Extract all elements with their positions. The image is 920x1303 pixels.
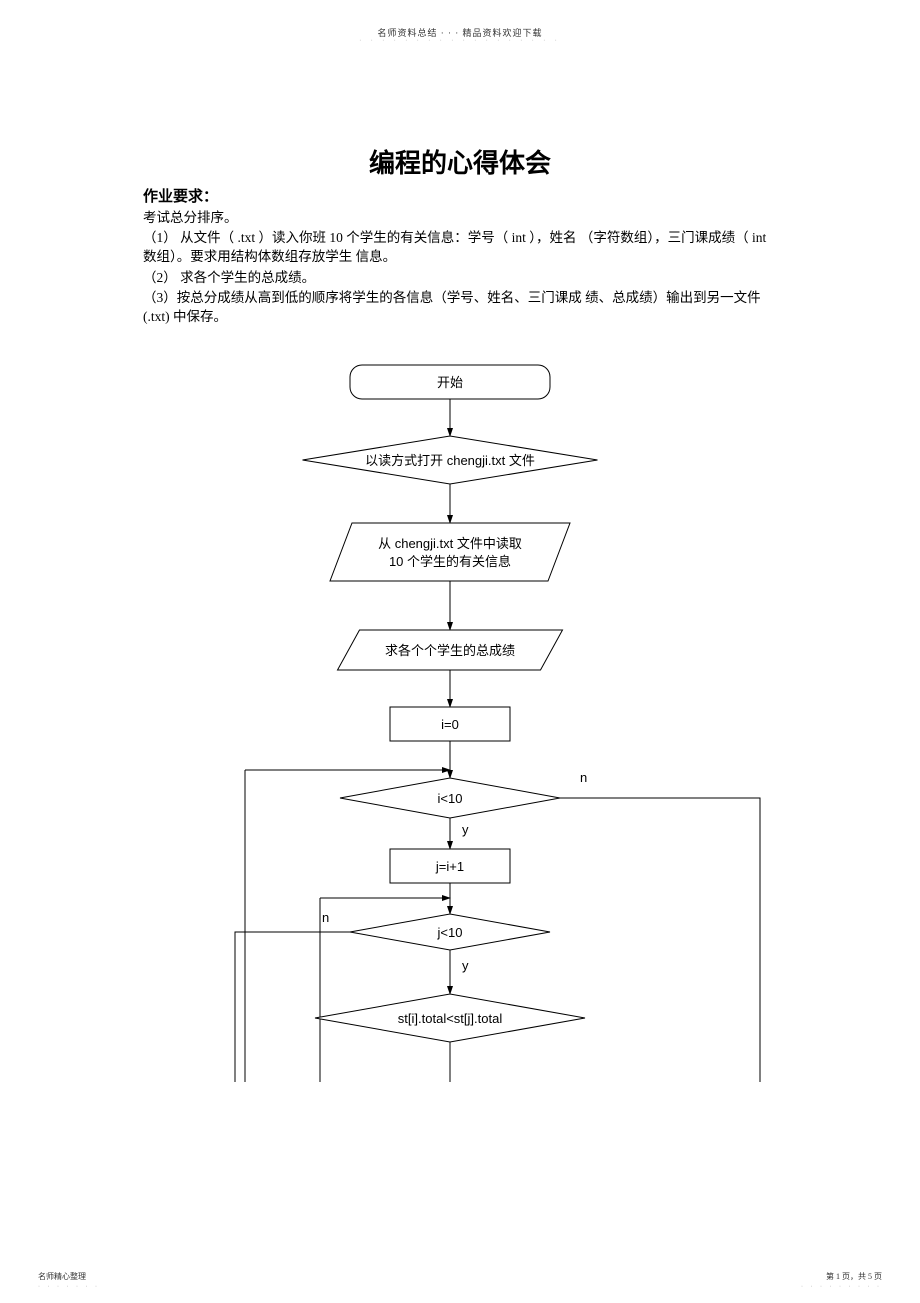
svg-text:y: y — [462, 958, 469, 973]
paragraph-4: （3）按总分成绩从高到低的顺序将学生的各信息（学号、姓名、三门课成 绩、总成绩）… — [143, 289, 778, 327]
svg-text:开始: 开始 — [437, 375, 463, 390]
paragraph-2: （1） 从文件（ .txt ）读入你班 10 个学生的有关信息：学号（ int … — [143, 229, 778, 267]
footer-right: 第 1 页，共 5 页 — [826, 1271, 882, 1282]
flowchart-svg: y y n n 开始以读方式打开 chengji.txt 文件从 chengji.txt… — [0, 362, 920, 1102]
paragraph-1: 考试总分排序。 — [143, 209, 778, 228]
header-dots: · · · · · · · · · · · · · · · · · · — [0, 38, 920, 44]
subtitle: 作业要求： — [143, 185, 218, 206]
svg-text:n: n — [580, 770, 587, 785]
svg-text:i=0: i=0 — [441, 717, 459, 732]
svg-text:10 个学生的有关信息: 10 个学生的有关信息 — [389, 554, 511, 569]
footer-left: 名师精心整理 — [38, 1271, 86, 1282]
svg-text:st[i].total<st[j].total: st[i].total<st[j].total — [398, 1011, 503, 1026]
svg-text:求各个个学生的总成绩: 求各个个学生的总成绩 — [385, 643, 515, 658]
footer-left-dots: · · · · · · · — [38, 1284, 100, 1290]
page-title: 编程的心得体会 — [0, 143, 920, 180]
svg-text:j=i+1: j=i+1 — [435, 859, 464, 874]
footer-right-dots: · · · · · · · · · — [801, 1284, 882, 1290]
paragraph-3: （2） 求各个学生的总成绩。 — [143, 269, 778, 288]
svg-text:y: y — [462, 822, 469, 837]
flowchart-container: y y n n 开始以读方式打开 chengji.txt 文件从 chengji.txt… — [0, 362, 920, 1102]
svg-text:i<10: i<10 — [438, 791, 463, 806]
svg-text:从 chengji.txt 文件中读取: 从 chengji.txt 文件中读取 — [378, 536, 522, 551]
svg-text:n: n — [322, 910, 329, 925]
svg-text:j<10: j<10 — [437, 925, 463, 940]
svg-text:以读方式打开 chengji.txt 文件: 以读方式打开 chengji.txt 文件 — [365, 453, 535, 468]
